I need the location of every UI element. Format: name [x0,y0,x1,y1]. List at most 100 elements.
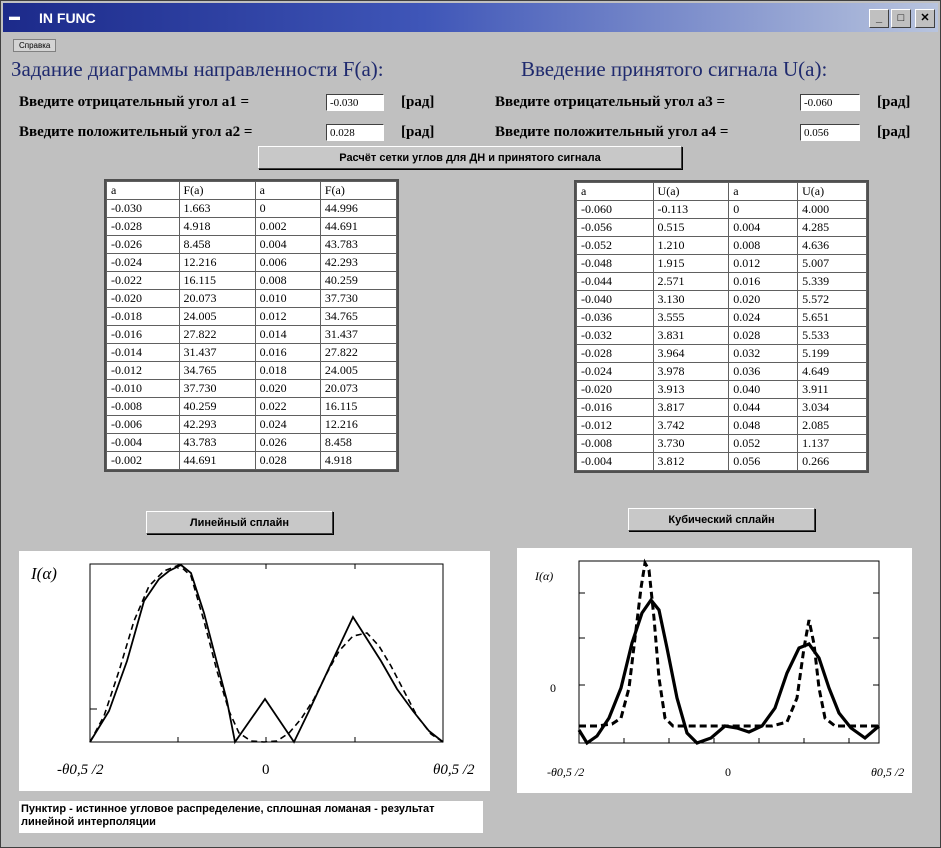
table-cell[interactable]: -0.014 [106,343,180,362]
table-cell[interactable]: -0.040 [576,290,654,309]
table-cell[interactable]: -0.030 [106,199,180,218]
table-cell[interactable]: 3.911 [797,380,867,399]
table-cell[interactable]: 3.034 [797,398,867,417]
table-cell[interactable]: -0.004 [576,452,654,471]
table-cell[interactable]: -0.016 [576,398,654,417]
table-cell[interactable]: -0.020 [576,380,654,399]
a1-input[interactable]: -0.030 [326,94,384,111]
table-cell[interactable]: -0.052 [576,236,654,255]
table-cell[interactable]: 0.006 [254,253,321,272]
table-cell[interactable]: -0.018 [106,307,180,326]
table-cell[interactable]: 12.216 [178,253,256,272]
table-cell[interactable]: 0.044 [728,398,799,417]
table-cell[interactable]: 1.137 [797,434,867,453]
table-cell[interactable]: -0.024 [576,362,654,381]
table-cell[interactable]: -0.032 [576,326,654,345]
table-cell[interactable]: 0.010 [254,289,321,308]
table-cell[interactable]: 4.285 [797,218,867,237]
table-cell[interactable]: -0.113 [652,200,730,219]
table-cell[interactable]: 5.199 [797,344,867,363]
table-cell[interactable]: -0.028 [576,344,654,363]
table-cell[interactable]: 0.004 [254,235,321,254]
table-cell[interactable]: 3.964 [652,344,730,363]
table-cell[interactable]: 3.742 [652,416,730,435]
calc-grid-button[interactable]: Расчёт сетки углов для ДН и принятого си… [258,146,682,169]
table-cell[interactable]: -0.006 [106,415,180,434]
table-cell[interactable]: 3.130 [652,290,730,309]
table-cell[interactable]: 4.918 [178,217,256,236]
maximize-button[interactable]: □ [891,9,911,28]
table-cell[interactable]: 31.437 [319,325,398,344]
table-cell[interactable]: 0 [254,199,321,218]
minimize-button[interactable]: _ [869,9,889,28]
table-cell[interactable]: 24.005 [319,361,398,380]
table-cell[interactable]: 0.026 [254,433,321,452]
table-cell[interactable]: 0.016 [728,272,799,291]
table-cell[interactable]: -0.020 [106,289,180,308]
table-cell[interactable]: 5.339 [797,272,867,291]
table-cell[interactable]: 27.822 [319,343,398,362]
table-cell[interactable]: -0.048 [576,254,654,273]
table-cell[interactable]: 12.216 [319,415,398,434]
table-cell[interactable]: 4.636 [797,236,867,255]
table-cell[interactable]: -0.016 [106,325,180,344]
title-bar[interactable]: ▬ IN FUNC _ □ ✕ [3,3,938,32]
table-cell[interactable]: -0.022 [106,271,180,290]
table-cell[interactable]: 20.073 [178,289,256,308]
table-cell[interactable]: -0.044 [576,272,654,291]
table-cell[interactable]: 37.730 [319,289,398,308]
table-cell[interactable]: 0.028 [728,326,799,345]
table-cell[interactable]: 0.040 [728,380,799,399]
table-cell[interactable]: 0 [728,200,799,219]
linear-spline-button[interactable]: Линейный сплайн [146,511,333,534]
table-cell[interactable]: 0.020 [728,290,799,309]
table-cell[interactable]: 5.007 [797,254,867,273]
table-cell[interactable]: 0.515 [652,218,730,237]
table-cell[interactable]: 0.052 [728,434,799,453]
table-cell[interactable]: 0.008 [254,271,321,290]
table-cell[interactable]: -0.002 [106,451,180,470]
table-cell[interactable]: 0.014 [254,325,321,344]
table-cell[interactable]: 34.765 [319,307,398,326]
table-cell[interactable]: 16.115 [178,271,256,290]
table-cell[interactable]: -0.008 [106,397,180,416]
table-cell[interactable]: 3.555 [652,308,730,327]
table-cell[interactable]: 42.293 [178,415,256,434]
table-cell[interactable]: 2.571 [652,272,730,291]
table-cell[interactable]: -0.012 [576,416,654,435]
cubic-spline-button[interactable]: Кубический сплайн [628,508,815,531]
close-button[interactable]: ✕ [915,9,935,28]
table-cell[interactable]: 34.765 [178,361,256,380]
table-cell[interactable]: -0.010 [106,379,180,398]
a4-input[interactable]: 0.056 [800,124,860,141]
table-cell[interactable]: 3.812 [652,452,730,471]
table-cell[interactable]: 8.458 [178,235,256,254]
a3-input[interactable]: -0.060 [800,94,860,111]
table-cell[interactable]: -0.060 [576,200,654,219]
table-cell[interactable]: 40.259 [178,397,256,416]
table-cell[interactable]: 0.022 [254,397,321,416]
table-cell[interactable]: 0.056 [728,452,799,471]
table-cell[interactable]: 2.085 [797,416,867,435]
table-cell[interactable]: 0.002 [254,217,321,236]
table-cell[interactable]: 40.259 [319,271,398,290]
table-cell[interactable]: 1.915 [652,254,730,273]
table-cell[interactable]: -0.036 [576,308,654,327]
table-cell[interactable]: 44.691 [319,217,398,236]
table-cell[interactable]: -0.056 [576,218,654,237]
table-cell[interactable]: 1.210 [652,236,730,255]
table-cell[interactable]: 27.822 [178,325,256,344]
table-cell[interactable]: 44.996 [319,199,398,218]
table-cell[interactable]: -0.026 [106,235,180,254]
table-cell[interactable]: 37.730 [178,379,256,398]
table-cell[interactable]: 0.266 [797,452,867,471]
table-cell[interactable]: 3.817 [652,398,730,417]
table-cell[interactable]: 3.913 [652,380,730,399]
table-cell[interactable]: 0.012 [728,254,799,273]
table-cell[interactable]: 3.730 [652,434,730,453]
table-cell[interactable]: 3.831 [652,326,730,345]
table-cell[interactable]: 0.024 [728,308,799,327]
table-cell[interactable]: 0.020 [254,379,321,398]
table-cell[interactable]: 5.651 [797,308,867,327]
table-cell[interactable]: 0.016 [254,343,321,362]
